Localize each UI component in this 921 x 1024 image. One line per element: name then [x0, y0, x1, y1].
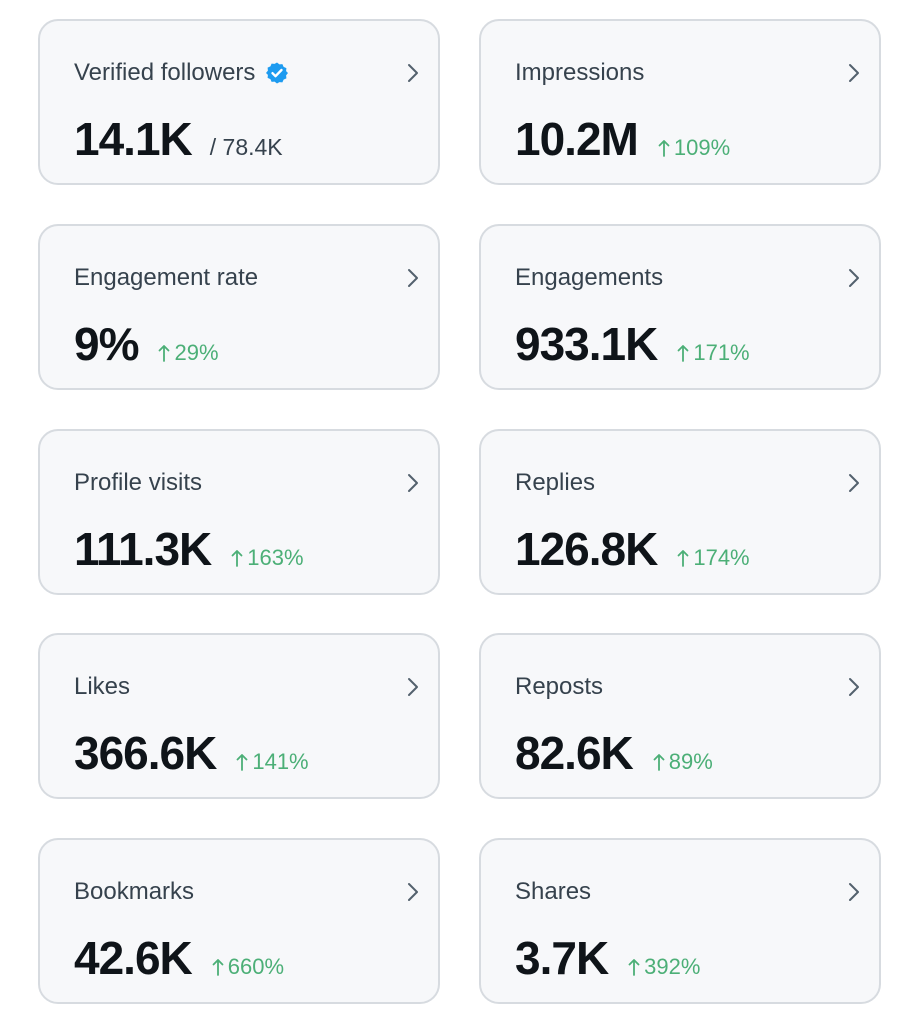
chevron-right-icon[interactable] [404, 63, 422, 83]
metric-label-row: Engagement rate [74, 264, 258, 292]
metric-change-value: 141% [252, 749, 309, 774]
metric-label: Shares [515, 878, 592, 905]
metric-label-row: Replies [515, 469, 595, 497]
metric-value: 82.6K [515, 727, 634, 779]
metric-label: Likes [74, 673, 131, 700]
metric-card-shares[interactable]: Shares 3.7K 392% [479, 838, 881, 1004]
verified-badge-icon [266, 62, 289, 84]
metric-change: 163% [231, 545, 304, 571]
metric-label: Profile visits [74, 469, 203, 496]
metric-label-row: Verified followers [74, 59, 289, 87]
chevron-right-icon[interactable] [845, 63, 863, 83]
metric-card-replies[interactable]: Replies 126.8K 174% [479, 429, 881, 595]
metric-change: 660% [212, 954, 284, 980]
metric-card-likes[interactable]: Likes 366.6K 141% [38, 633, 440, 799]
metric-change-value: 171% [693, 340, 750, 365]
metric-card-reposts[interactable]: Reposts 82.6K 89% [479, 633, 881, 799]
metric-label-row: Reposts [515, 673, 603, 701]
metric-total: / 78.4K [209, 134, 283, 160]
metric-change-value: 392% [644, 954, 701, 979]
metric-value-row: 10.2M 109% [515, 115, 730, 163]
metric-label: Impressions [515, 59, 645, 86]
metric-label: Bookmarks [74, 878, 195, 905]
chevron-right-icon[interactable] [845, 882, 863, 902]
metric-label-row: Likes [74, 673, 130, 701]
chevron-right-icon[interactable] [845, 268, 863, 288]
metric-card-engagement-rate[interactable]: Engagement rate 9% 29% [38, 224, 440, 390]
metric-change: 174% [677, 545, 750, 571]
metric-change-value: 163% [247, 545, 304, 570]
metric-value-row: 933.1K 171% [515, 320, 750, 368]
metric-label: Reposts [515, 673, 604, 700]
metric-change: 109% [658, 135, 730, 161]
metric-change-value: 89% [668, 749, 713, 774]
metric-value: 3.7K [515, 932, 609, 984]
metric-label-row: Profile visits [74, 469, 202, 497]
arrow-up-icon [159, 345, 170, 362]
metric-change: 171% [677, 340, 750, 366]
metric-change-value: 660% [227, 954, 285, 979]
metric-value-row: 14.1K / 78.4K [74, 115, 283, 163]
arrow-up-icon [677, 550, 689, 567]
metric-value-row: 111.3K 163% [74, 525, 304, 573]
metric-change: 89% [653, 749, 713, 775]
metric-value: 111.3K [74, 523, 212, 575]
metric-card-engagements[interactable]: Engagements 933.1K 171% [479, 224, 881, 390]
arrow-up-icon [677, 345, 689, 362]
metric-change: 392% [628, 954, 700, 980]
chevron-right-icon[interactable] [404, 473, 422, 493]
metric-label: Replies [515, 469, 596, 496]
metric-label-row: Bookmarks [74, 878, 194, 906]
metric-label-row: Impressions [515, 59, 644, 87]
metric-value-row: 3.7K 392% [515, 934, 700, 982]
metric-value: 10.2M [515, 113, 639, 165]
metric-value-row: 9% 29% [74, 320, 219, 368]
metric-value-row: 42.6K 660% [74, 934, 284, 982]
arrow-up-icon [212, 959, 224, 976]
metric-value: 9% [74, 318, 139, 370]
metric-value: 126.8K [515, 523, 658, 575]
metric-change-value: 174% [693, 545, 750, 570]
metric-label: Engagement rate [74, 264, 259, 291]
arrow-up-icon [236, 754, 248, 771]
chevron-right-icon[interactable] [845, 473, 863, 493]
metric-value: 42.6K [74, 932, 193, 984]
metric-card-verified-followers[interactable]: Verified followers 14.1K / 78.4K [38, 19, 440, 185]
arrow-up-icon [628, 959, 640, 976]
chevron-right-icon[interactable] [845, 677, 863, 697]
chevron-right-icon[interactable] [404, 268, 422, 288]
metric-card-profile-visits[interactable]: Profile visits 111.3K 163% [38, 429, 440, 595]
metric-change: 141% [236, 749, 309, 775]
metric-change: 29% [158, 340, 219, 366]
arrow-up-icon [658, 140, 670, 157]
metric-value-row: 82.6K 89% [515, 729, 713, 777]
metric-value: 14.1K [74, 113, 193, 165]
metric-change-value: 109% [673, 135, 731, 160]
metric-label: Engagements [515, 264, 664, 291]
metric-value-row: 126.8K 174% [515, 525, 750, 573]
metric-label-row: Engagements [515, 264, 663, 292]
metric-change-value: 29% [174, 340, 219, 365]
metric-value: 366.6K [74, 727, 217, 779]
metric-value: 933.1K [515, 318, 658, 370]
metric-label-row: Shares [515, 878, 591, 906]
metric-value-row: 366.6K 141% [74, 729, 309, 777]
metric-card-bookmarks[interactable]: Bookmarks 42.6K 660% [38, 838, 440, 1004]
metric-card-impressions[interactable]: Impressions 10.2M 109% [479, 19, 881, 185]
arrow-up-icon [653, 754, 665, 771]
chevron-right-icon[interactable] [404, 677, 422, 697]
arrow-up-icon [231, 550, 243, 567]
chevron-right-icon[interactable] [404, 882, 422, 902]
metric-label: Verified followers [74, 59, 256, 86]
